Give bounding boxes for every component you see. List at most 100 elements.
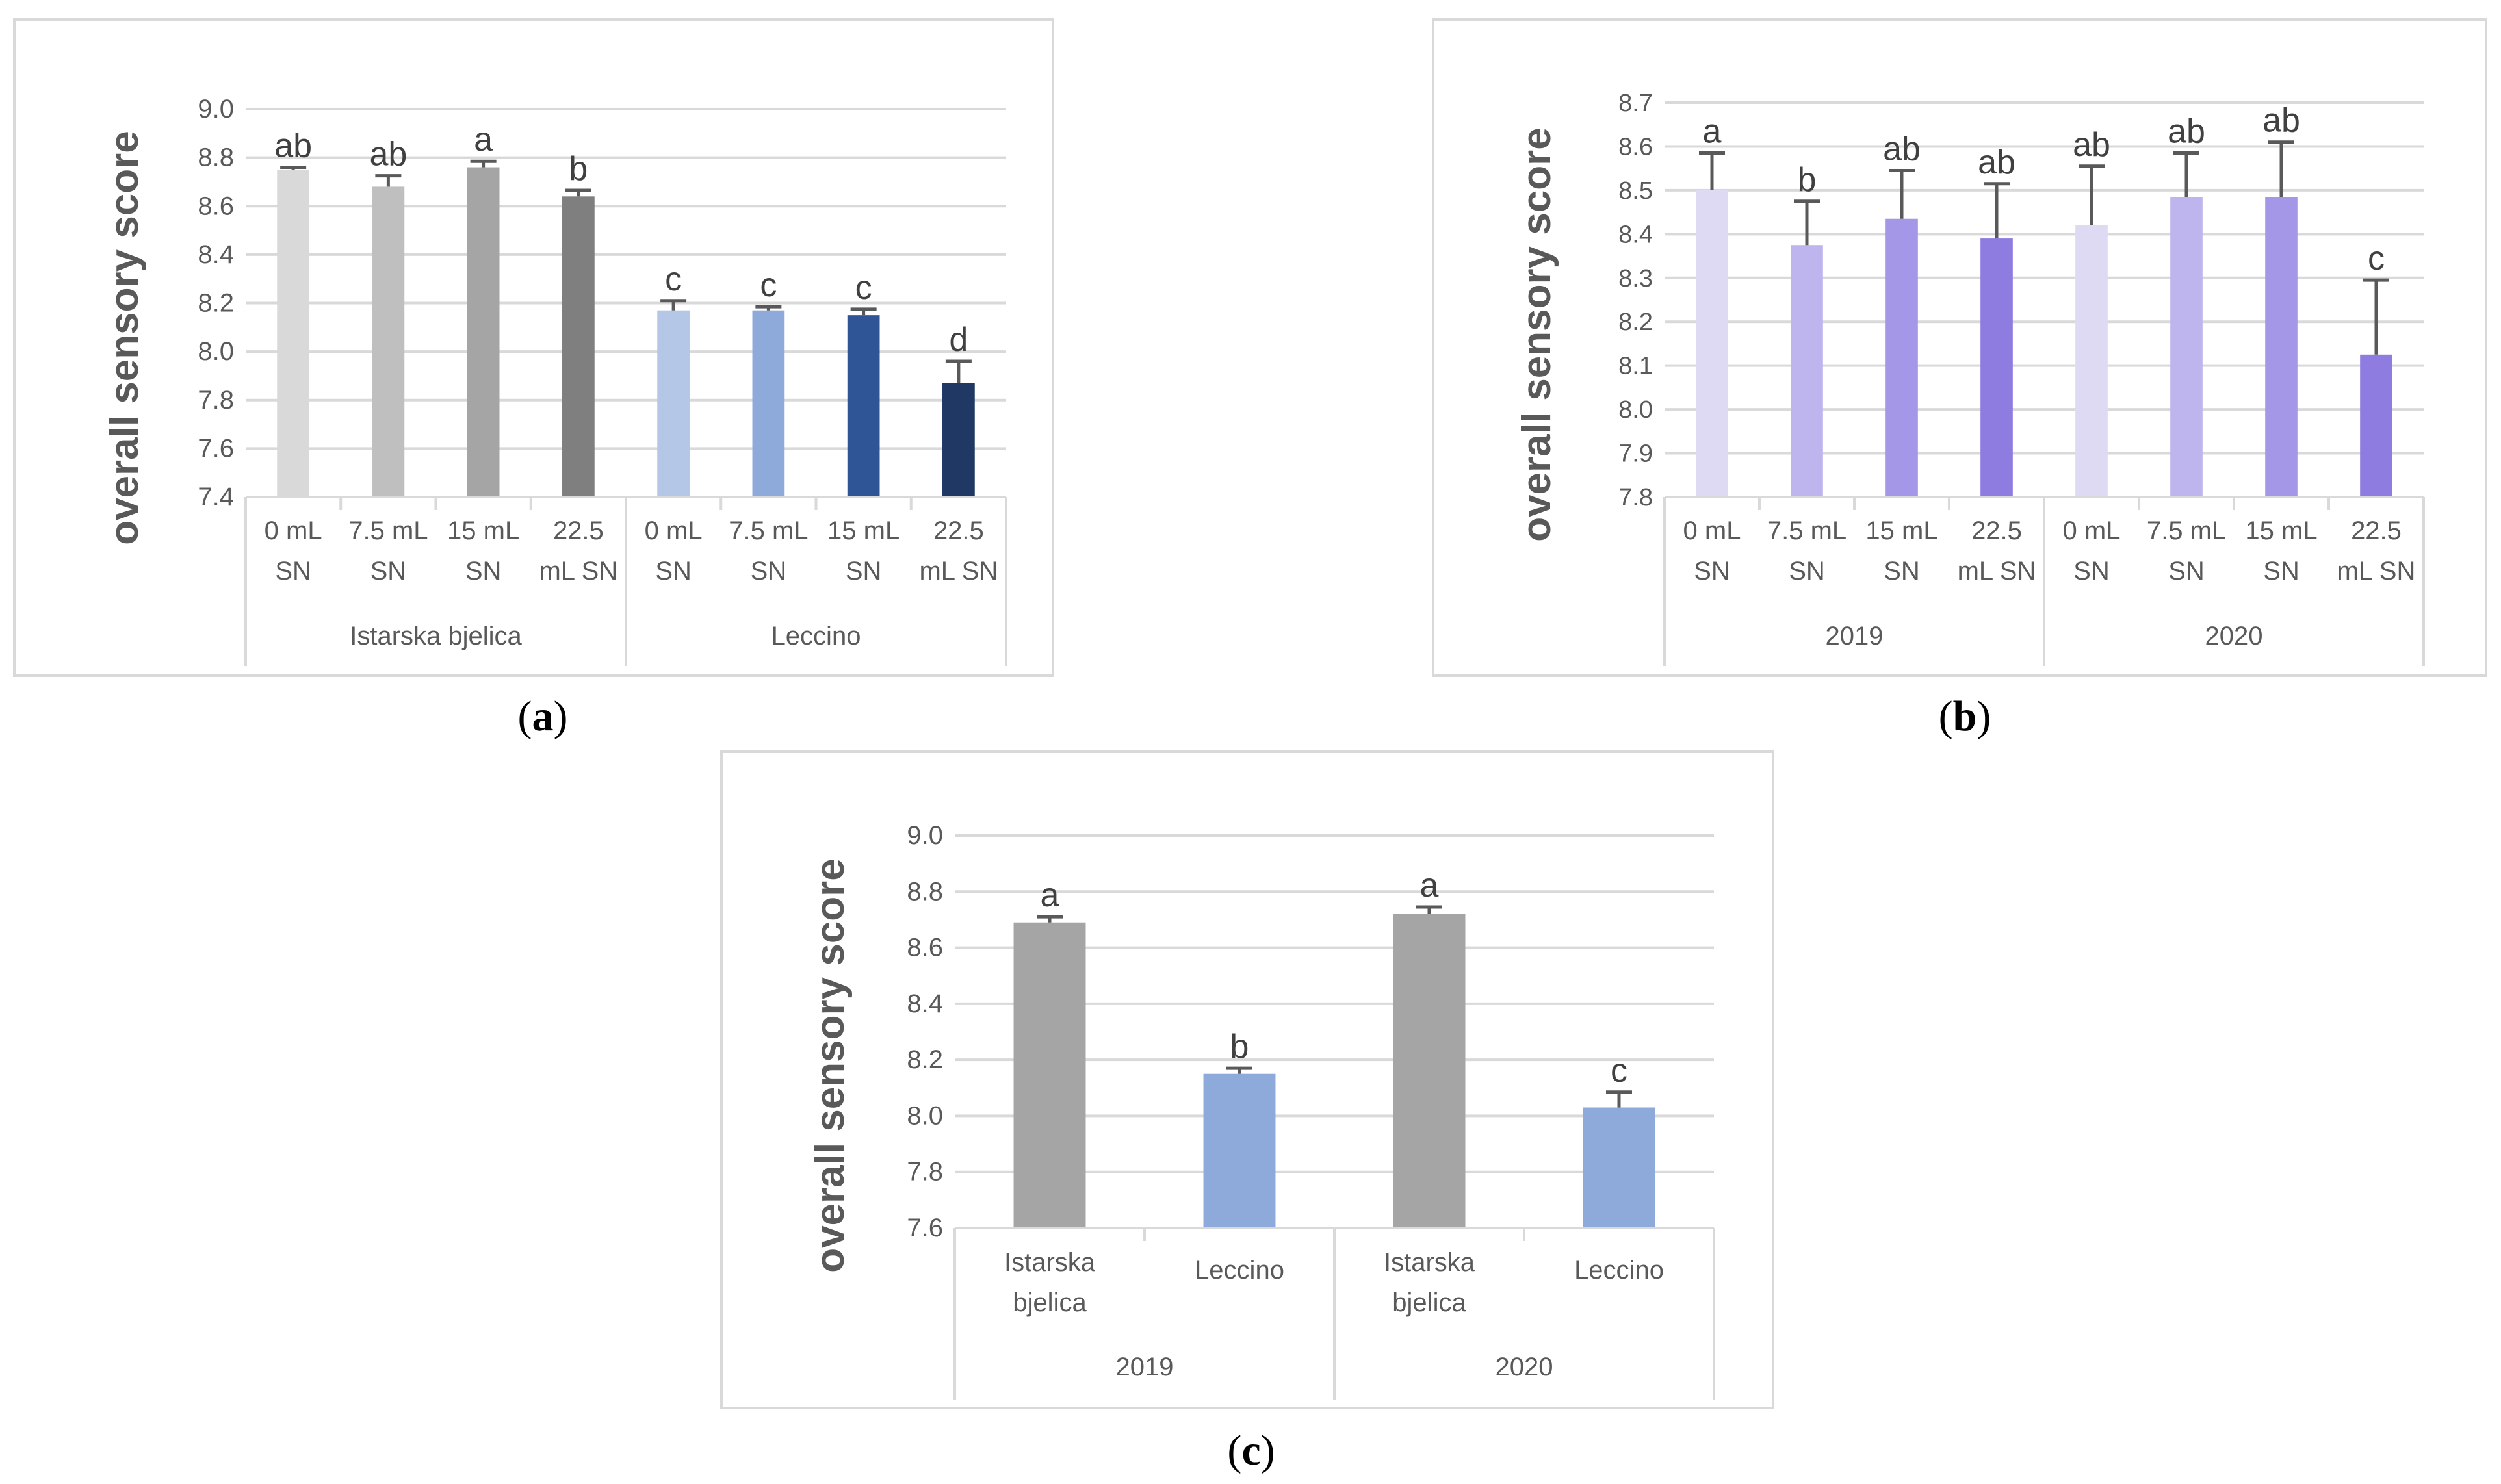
y-tick-label: 7.9 <box>1618 441 1653 468</box>
x-group-label: 2019 <box>1826 622 1884 650</box>
bar <box>372 186 405 497</box>
y-tick-label: 8.6 <box>1618 133 1653 160</box>
significance-letter: ab <box>1883 131 1921 168</box>
x-category-label: 15 mL <box>2245 517 2317 545</box>
x-category-label: 15 mL <box>1865 517 1937 545</box>
y-tick-label: 8.0 <box>198 337 234 366</box>
bar <box>657 310 690 497</box>
chart-frame <box>13 18 1054 677</box>
bar <box>1013 922 1086 1228</box>
significance-letter: b <box>1230 1028 1249 1066</box>
bar <box>1696 190 1728 497</box>
x-category-label: Leccino <box>1574 1256 1664 1285</box>
x-category-label: SN <box>465 557 502 585</box>
significance-letter: ab <box>2262 102 2300 140</box>
chart-b: 7.8 7.9 8.0 8.1 8.2 8.3 8.4 8.5 8.6 8.7 overall se… <box>1432 18 2487 677</box>
bar <box>2360 354 2392 497</box>
bar <box>1583 1107 1655 1228</box>
x-category-label: mL SN <box>1958 557 2036 585</box>
significance-letter: ab <box>2073 126 2110 164</box>
x-category-label: mL SN <box>919 557 998 585</box>
x-category-label: 15 mL <box>827 517 900 545</box>
significance-letter: a <box>1703 113 1722 151</box>
significance-letter: c <box>665 261 682 298</box>
x-category-label: mL SN <box>2337 557 2416 585</box>
x-category-label: bjelica <box>1392 1288 1466 1317</box>
y-tick-label: 8.4 <box>1618 221 1653 248</box>
significance-letter: c <box>855 269 872 307</box>
y-tick-label: 7.6 <box>198 434 234 463</box>
bar <box>2265 197 2298 497</box>
x-category-label: 22.5 <box>2351 517 2402 545</box>
significance-letter: ab <box>2168 113 2205 151</box>
x-category-label: SN <box>275 557 311 585</box>
bar <box>1885 218 1918 497</box>
y-tick-label: 9.0 <box>198 95 234 123</box>
x-category-label: SN <box>655 557 692 585</box>
y-tick-label: 7.8 <box>907 1158 943 1186</box>
bar <box>2075 225 2108 497</box>
x-category-label: Istarska <box>1004 1248 1096 1277</box>
y-tick-label: 9.0 <box>907 821 943 850</box>
panel-label-c: (c) <box>1227 1427 1275 1474</box>
x-category-label: 0 mL <box>1683 517 1741 545</box>
y-axis-label: overall sensory score <box>808 858 853 1273</box>
x-category-label: 7.5 mL <box>348 517 428 545</box>
x-group-label: Istarska bjelica <box>350 622 522 650</box>
significance-letter: c <box>1611 1052 1627 1090</box>
y-tick-label: 8.2 <box>1618 309 1653 336</box>
significance-letter: ab <box>1978 144 2015 181</box>
significance-letter: b <box>1798 161 1817 199</box>
y-tick-label: 8.2 <box>907 1045 943 1074</box>
y-tick-label: 8.1 <box>1618 353 1653 380</box>
x-category-label: 7.5 mL <box>1767 517 1847 545</box>
x-category-label: 0 mL <box>265 517 322 545</box>
x-category-label: SN <box>370 557 407 585</box>
y-tick-label: 8.4 <box>907 990 943 1018</box>
bar <box>1980 238 2013 497</box>
x-category-label: 22.5 <box>933 517 984 545</box>
y-tick-label: 8.8 <box>198 144 234 172</box>
x-category-label: SN <box>1884 557 1920 585</box>
x-group-label: Leccino <box>771 622 861 650</box>
x-category-label: bjelica <box>1013 1288 1087 1317</box>
y-tick-label: 7.4 <box>198 483 234 511</box>
bar <box>562 196 595 497</box>
y-tick-label: 7.8 <box>198 386 234 415</box>
bar <box>1791 245 1823 497</box>
x-category-label: 22.5 <box>553 517 604 545</box>
x-category-label: SN <box>846 557 882 585</box>
x-group-label: 2020 <box>2205 622 2263 650</box>
panel-label-b: (b) <box>1938 693 1991 740</box>
bar <box>1203 1073 1276 1228</box>
y-tick-label: 8.0 <box>907 1101 943 1130</box>
x-category-label: Istarska <box>1384 1248 1475 1277</box>
x-category-label: SN <box>1694 557 1730 585</box>
bar <box>942 383 975 497</box>
x-category-label: SN <box>2263 557 2300 585</box>
y-axis-label: overall sensory score <box>1514 127 1559 542</box>
y-tick-label: 8.5 <box>1618 177 1653 205</box>
y-tick-label: 7.6 <box>907 1214 943 1242</box>
x-category-label: 22.5 <box>1971 517 2022 545</box>
chart-c: 7.6 7.8 8.0 8.2 8.4 8.6 8.8 9.0 overall sensory … <box>720 750 1774 1409</box>
y-tick-label: 7.8 <box>1618 484 1653 511</box>
x-group-label: 2020 <box>1496 1353 1553 1381</box>
x-category-label: 7.5 mL <box>2147 517 2226 545</box>
x-category-label: Leccino <box>1195 1256 1284 1285</box>
y-tick-label: 8.7 <box>1618 90 1653 117</box>
panel-label-a: (a) <box>517 693 568 740</box>
bar <box>752 310 785 497</box>
chart-frame <box>1432 18 2487 677</box>
y-tick-label: 8.6 <box>907 934 943 962</box>
significance-letter: a <box>1420 867 1439 904</box>
bar <box>277 170 309 497</box>
x-category-label: 15 mL <box>447 517 519 545</box>
y-tick-label: 8.6 <box>198 192 234 220</box>
x-category-label: 7.5 mL <box>729 517 808 545</box>
x-group-label: 2019 <box>1116 1353 1174 1381</box>
significance-letter: ab <box>274 127 312 165</box>
y-tick-label: 8.2 <box>198 289 234 318</box>
y-axis-label: overall sensory score <box>102 131 147 545</box>
